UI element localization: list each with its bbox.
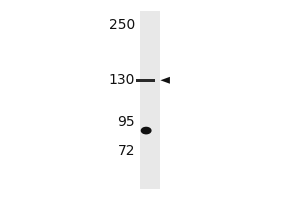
Text: 250: 250 bbox=[109, 18, 135, 32]
Text: 95: 95 bbox=[118, 115, 135, 129]
Text: 72: 72 bbox=[118, 144, 135, 158]
FancyBboxPatch shape bbox=[140, 11, 160, 189]
Text: 130: 130 bbox=[109, 73, 135, 87]
Circle shape bbox=[141, 127, 151, 134]
Polygon shape bbox=[160, 77, 170, 84]
FancyBboxPatch shape bbox=[136, 79, 155, 82]
